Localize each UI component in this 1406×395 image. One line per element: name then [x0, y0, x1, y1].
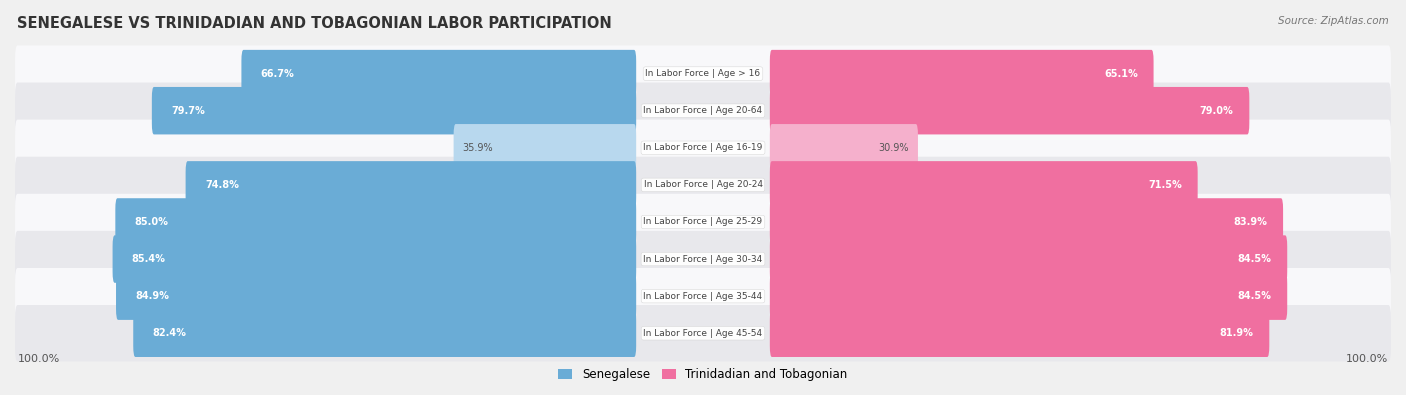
FancyBboxPatch shape — [186, 161, 636, 209]
Text: In Labor Force | Age 45-54: In Labor Force | Age 45-54 — [644, 329, 762, 338]
FancyBboxPatch shape — [115, 198, 636, 246]
FancyBboxPatch shape — [112, 235, 636, 283]
Text: 66.7%: 66.7% — [260, 69, 294, 79]
FancyBboxPatch shape — [242, 50, 636, 97]
Text: 84.9%: 84.9% — [135, 291, 169, 301]
Text: In Labor Force | Age 30-34: In Labor Force | Age 30-34 — [644, 254, 762, 263]
Text: In Labor Force | Age 35-44: In Labor Force | Age 35-44 — [644, 292, 762, 301]
Text: 65.1%: 65.1% — [1104, 69, 1137, 79]
FancyBboxPatch shape — [134, 310, 636, 357]
Text: 79.7%: 79.7% — [172, 106, 205, 116]
Text: Source: ZipAtlas.com: Source: ZipAtlas.com — [1278, 16, 1389, 26]
Text: 30.9%: 30.9% — [879, 143, 910, 153]
FancyBboxPatch shape — [15, 83, 1391, 139]
FancyBboxPatch shape — [770, 310, 1270, 357]
Text: 79.0%: 79.0% — [1199, 106, 1233, 116]
FancyBboxPatch shape — [15, 231, 1391, 287]
Text: 84.5%: 84.5% — [1237, 291, 1271, 301]
FancyBboxPatch shape — [770, 161, 1198, 209]
FancyBboxPatch shape — [152, 87, 636, 134]
FancyBboxPatch shape — [117, 273, 636, 320]
Text: 100.0%: 100.0% — [17, 354, 59, 364]
FancyBboxPatch shape — [770, 198, 1284, 246]
FancyBboxPatch shape — [15, 120, 1391, 176]
FancyBboxPatch shape — [770, 124, 918, 171]
Text: 74.8%: 74.8% — [205, 180, 239, 190]
Text: SENEGALESE VS TRINIDADIAN AND TOBAGONIAN LABOR PARTICIPATION: SENEGALESE VS TRINIDADIAN AND TOBAGONIAN… — [17, 16, 612, 31]
FancyBboxPatch shape — [15, 194, 1391, 250]
Legend: Senegalese, Trinidadian and Tobagonian: Senegalese, Trinidadian and Tobagonian — [554, 364, 852, 386]
FancyBboxPatch shape — [454, 124, 636, 171]
Text: 35.9%: 35.9% — [463, 143, 494, 153]
Text: 83.9%: 83.9% — [1233, 217, 1267, 227]
Text: In Labor Force | Age 16-19: In Labor Force | Age 16-19 — [644, 143, 762, 152]
Text: 85.4%: 85.4% — [132, 254, 166, 264]
Text: In Labor Force | Age > 16: In Labor Force | Age > 16 — [645, 69, 761, 78]
FancyBboxPatch shape — [15, 268, 1391, 324]
Text: In Labor Force | Age 20-24: In Labor Force | Age 20-24 — [644, 181, 762, 189]
Text: 84.5%: 84.5% — [1237, 254, 1271, 264]
FancyBboxPatch shape — [15, 305, 1391, 361]
Text: 81.9%: 81.9% — [1219, 328, 1254, 338]
Text: In Labor Force | Age 20-64: In Labor Force | Age 20-64 — [644, 106, 762, 115]
Text: In Labor Force | Age 25-29: In Labor Force | Age 25-29 — [644, 218, 762, 226]
FancyBboxPatch shape — [770, 87, 1250, 134]
FancyBboxPatch shape — [770, 235, 1288, 283]
Text: 85.0%: 85.0% — [135, 217, 169, 227]
FancyBboxPatch shape — [15, 45, 1391, 102]
Text: 100.0%: 100.0% — [1347, 354, 1389, 364]
Text: 71.5%: 71.5% — [1149, 180, 1182, 190]
FancyBboxPatch shape — [770, 273, 1288, 320]
FancyBboxPatch shape — [15, 157, 1391, 213]
Text: 82.4%: 82.4% — [152, 328, 187, 338]
FancyBboxPatch shape — [770, 50, 1153, 97]
